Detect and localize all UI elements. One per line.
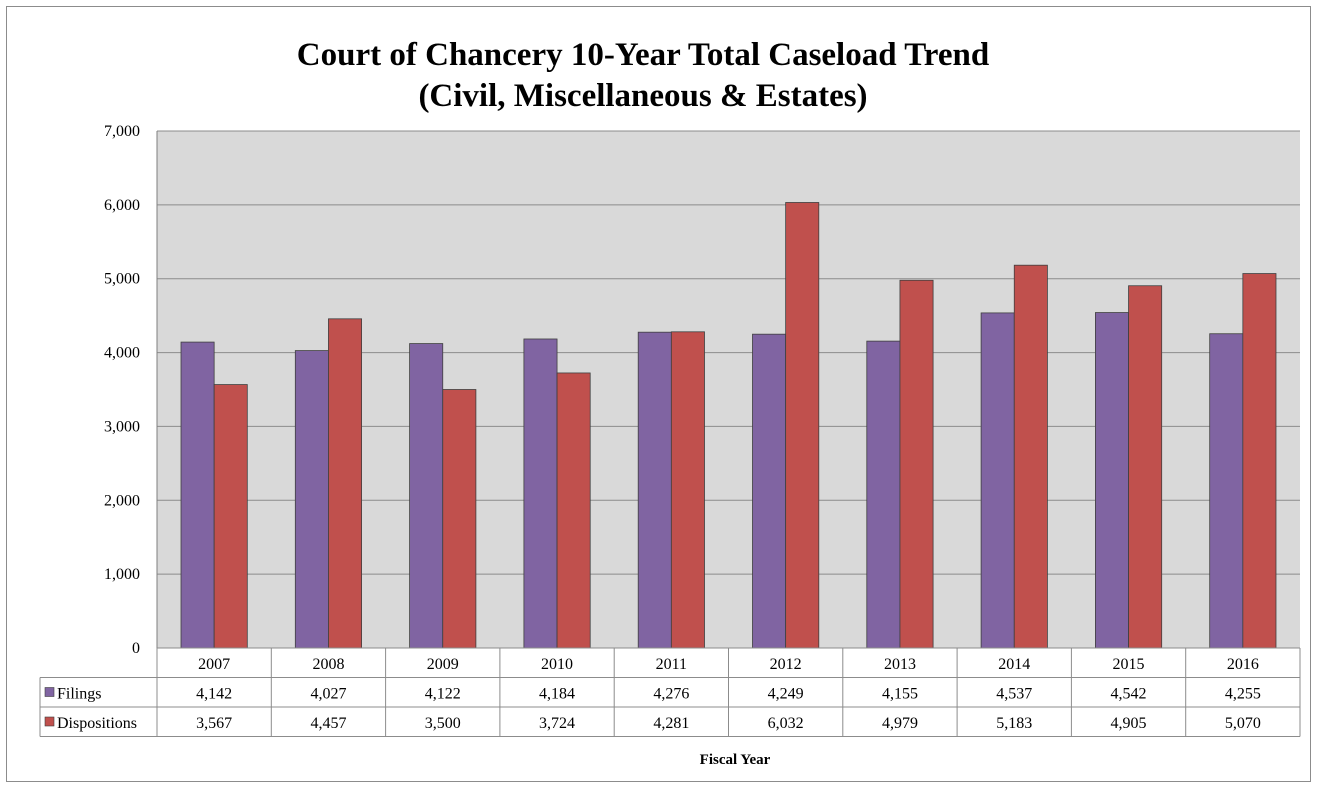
bar-filings-2012 xyxy=(752,333,787,649)
data-label: 3,724 xyxy=(539,715,575,732)
x-category-label: 2012 xyxy=(770,656,802,673)
y-tick-label: 7,000 xyxy=(104,123,140,140)
data-label: 4,184 xyxy=(539,686,575,703)
y-tick-label: 4,000 xyxy=(104,345,140,362)
y-tick-label: 2,000 xyxy=(104,492,140,509)
data-label: 4,281 xyxy=(653,715,689,732)
plot-area: 0 1,000 2,000 3,000 4,000 5,000 6,000 7,000 xyxy=(104,123,1300,657)
x-category-label: 2015 xyxy=(1113,656,1145,673)
data-label: 4,979 xyxy=(882,715,918,732)
legend-label-filings: Filings xyxy=(57,686,101,703)
bar-filings-2007 xyxy=(180,341,215,649)
data-label: 5,183 xyxy=(996,715,1032,732)
x-category-label: 2014 xyxy=(998,656,1030,673)
data-label: 4,122 xyxy=(425,686,461,703)
bar-dispositions-2016 xyxy=(1242,273,1277,649)
data-label: 3,500 xyxy=(425,715,461,732)
y-tick-label: 6,000 xyxy=(104,197,140,214)
y-tick-label: 1,000 xyxy=(104,566,140,583)
bar-dispositions-2007 xyxy=(213,384,248,649)
data-label: 4,255 xyxy=(1225,686,1261,703)
bar-dispositions-2010 xyxy=(556,372,591,649)
legend-swatch-dispositions xyxy=(44,716,55,727)
bar-dispositions-2008 xyxy=(328,318,362,649)
legend-label-dispositions: Dispositions xyxy=(57,715,137,732)
bar-dispositions-2014 xyxy=(1013,264,1048,649)
data-label: 6,032 xyxy=(768,715,804,732)
y-tick-label: 5,000 xyxy=(104,271,140,288)
bar-dispositions-2011 xyxy=(670,331,705,649)
bar-dispositions-2013 xyxy=(899,279,934,649)
data-label: 4,457 xyxy=(310,715,346,732)
chart-title: Court of Chancery 10-Year Total Caseload… xyxy=(297,37,989,73)
data-label: 3,567 xyxy=(196,715,232,732)
bar-filings-2013 xyxy=(866,340,901,649)
x-category-label: 2016 xyxy=(1227,656,1259,673)
data-label: 5,070 xyxy=(1225,715,1261,732)
x-category-label: 2013 xyxy=(884,656,916,673)
x-category-label: 2007 xyxy=(198,656,230,673)
bar-dispositions-2012 xyxy=(785,202,820,649)
chart-subtitle: (Civil, Miscellaneous & Estates) xyxy=(418,78,867,114)
bar-filings-2009 xyxy=(409,343,444,649)
y-tick-label: 3,000 xyxy=(104,418,140,435)
x-category-label: 2009 xyxy=(427,656,459,673)
data-label: 4,155 xyxy=(882,686,918,703)
data-label: 4,249 xyxy=(768,686,804,703)
x-category-label: 2010 xyxy=(541,656,573,673)
legend-swatch-filings xyxy=(44,687,55,697)
data-label: 4,905 xyxy=(1111,715,1147,732)
data-label: 4,276 xyxy=(653,686,689,703)
data-label: 4,142 xyxy=(196,686,232,703)
data-table: 2007 2008 2009 2010 2011 2012 2013 2014 2015 2016… xyxy=(39,647,1301,737)
x-category-label: 2011 xyxy=(656,656,687,673)
bar-filings-2008 xyxy=(294,350,329,649)
bar-dispositions-2015 xyxy=(1128,285,1163,649)
y-tick-label: 0 xyxy=(132,640,140,657)
data-label: 4,542 xyxy=(1111,686,1147,703)
bar-dispositions-2009 xyxy=(442,389,477,649)
bar-filings-2016 xyxy=(1209,333,1244,649)
x-axis-title: Fiscal Year xyxy=(700,752,771,768)
bar-filings-2014 xyxy=(980,312,1015,649)
x-category-label: 2008 xyxy=(312,656,344,673)
data-label: 4,027 xyxy=(310,686,346,703)
bar-filings-2011 xyxy=(637,331,672,649)
bar-filings-2015 xyxy=(1095,312,1129,649)
data-label: 4,537 xyxy=(996,686,1032,703)
bar-filings-2010 xyxy=(523,338,558,649)
